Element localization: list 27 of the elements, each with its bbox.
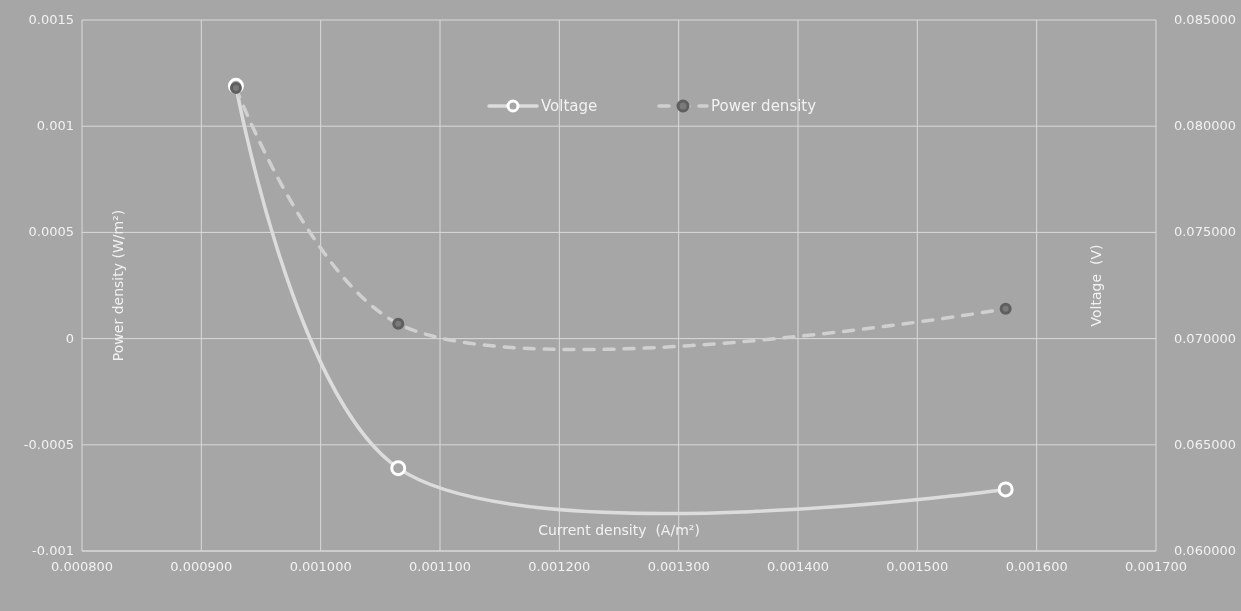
y2-tick-label: 0.075000 [1173, 224, 1236, 240]
y-tick-label: 0.001 [36, 118, 74, 134]
y-tick-label: 0.0015 [28, 12, 74, 27]
x-tick-label: 0.001700 [1124, 559, 1188, 574]
x-tick-label: 0.001400 [766, 559, 830, 574]
y-tick-label: 0.0005 [28, 224, 74, 240]
x-tick-label: 0.000900 [170, 559, 233, 574]
x-tick-label: 0.001300 [647, 559, 710, 574]
y2-tick-label: 0.080000 [1173, 118, 1236, 134]
y-tick-label: -0.0005 [23, 436, 74, 452]
legend-label: Voltage [541, 97, 598, 115]
y2-tick-label: 0.060000 [1173, 543, 1236, 558]
y-axis-title: Power density (W/m²) [110, 209, 126, 362]
y2-tick-label: 0.065000 [1173, 436, 1236, 452]
y-tick-label: -0.001 [32, 543, 74, 558]
x-tick-label: 0.000800 [50, 559, 114, 574]
x-tick-label: 0.001500 [886, 559, 949, 574]
x-tick-label: 0.001000 [289, 559, 352, 574]
y2-axis-title: Voltage (V) [1088, 244, 1104, 327]
x-tick-label: 0.001600 [1005, 559, 1068, 574]
x-tick-label: 0.001100 [408, 559, 472, 574]
y-tick-label: 0 [65, 330, 74, 346]
y2-tick-label: 0.085000 [1173, 12, 1236, 27]
x-tick-label: 0.001200 [528, 559, 591, 574]
y2-tick-label: 0.070000 [1173, 330, 1236, 346]
legend-label: Power density [711, 97, 817, 115]
x-axis-title: Current density (A/m²) [538, 522, 700, 538]
